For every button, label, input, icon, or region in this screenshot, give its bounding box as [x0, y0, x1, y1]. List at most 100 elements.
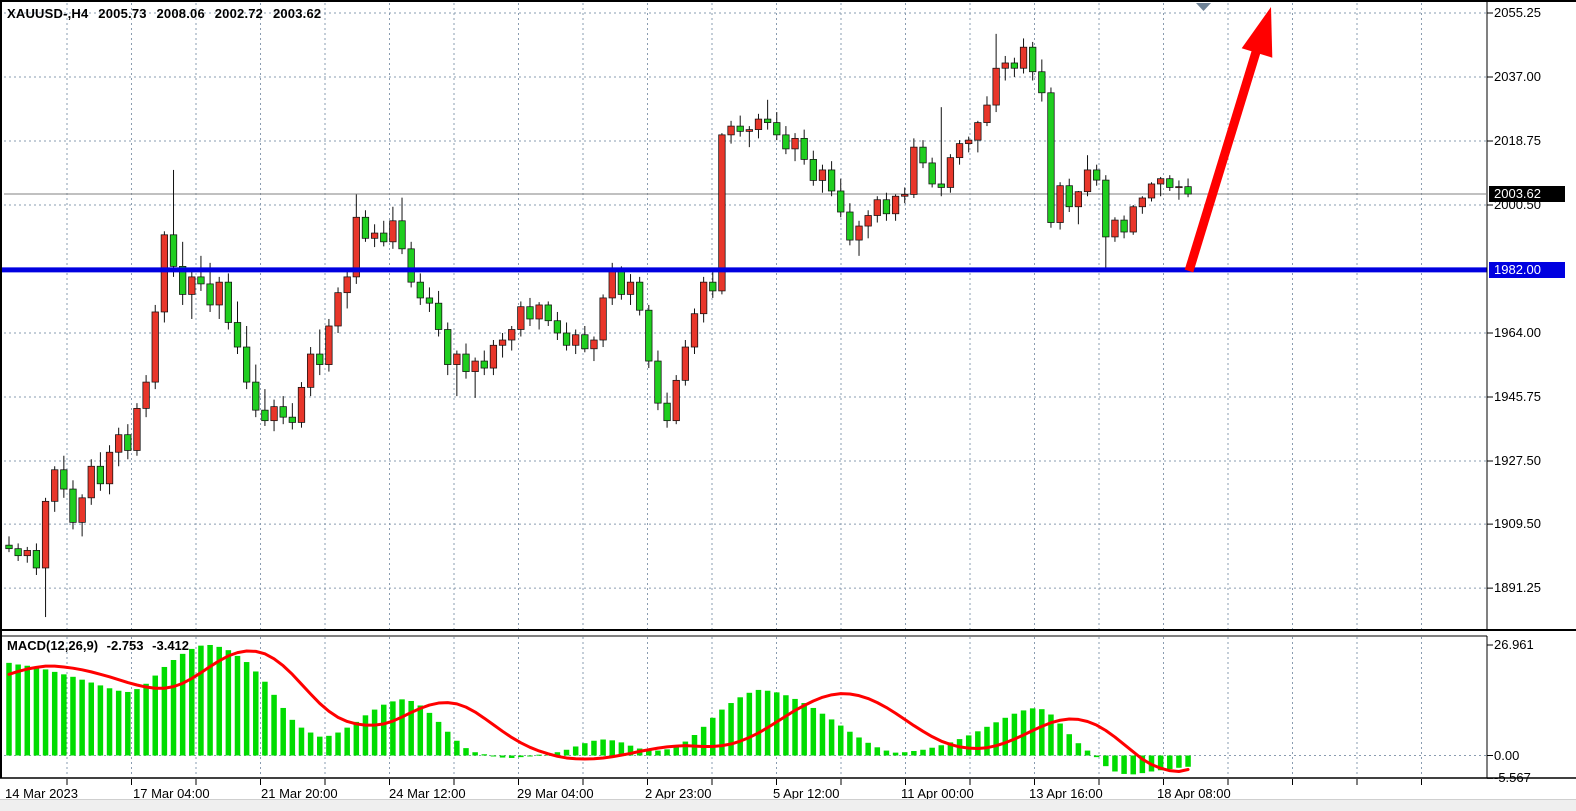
bear-candle — [1184, 186, 1192, 195]
macd-histogram-bar — [1075, 743, 1082, 756]
bull-candle — [608, 271, 616, 299]
bull-candle — [297, 386, 306, 423]
bear-candle — [1010, 62, 1019, 69]
macd-histogram-bar — [335, 732, 341, 756]
time-axis-label: 14 Mar 2023 — [5, 786, 78, 801]
trend-arrow-head[interactable] — [1241, 7, 1273, 58]
macd-histogram-bar — [792, 698, 798, 756]
bull-candle — [572, 334, 580, 346]
macd-histogram-bar — [1039, 709, 1045, 756]
bear-candle — [928, 162, 936, 185]
macd-histogram-bar — [271, 694, 277, 756]
bull-candle — [389, 220, 397, 243]
macd-histogram-bar — [508, 755, 515, 758]
macd-histogram-bar — [15, 664, 21, 756]
bear-candle — [224, 281, 232, 323]
bear-candle — [233, 322, 242, 348]
macd-histogram-bar — [280, 707, 286, 756]
macd-histogram-bar — [243, 662, 250, 756]
trend-arrow-shaft[interactable] — [1184, 50, 1261, 273]
macd-histogram-bar — [993, 722, 999, 756]
bull-candle — [1001, 62, 1009, 69]
macd-histogram-bar — [975, 731, 981, 756]
macd-histogram-bar — [262, 681, 268, 756]
bull-candle — [1083, 169, 1092, 193]
bull-candle — [983, 104, 991, 123]
time-axis-label: 2 Apr 23:00 — [645, 786, 712, 801]
bear-candle — [279, 406, 287, 418]
macd-histogram-bar — [207, 644, 213, 756]
macd-histogram-bar — [719, 709, 725, 756]
bull-candle — [791, 137, 799, 150]
macd-histogram-bar — [737, 697, 743, 756]
macd-histogram-bar — [618, 742, 625, 756]
bear-candle — [1120, 219, 1128, 233]
bear-candle — [782, 134, 790, 150]
time-axis-label: 24 Mar 12:00 — [389, 786, 466, 801]
bear-candle — [1102, 179, 1110, 238]
bear-candle — [827, 169, 836, 192]
bear-candle — [636, 281, 644, 311]
support-line-price-tag[interactable]: 1982.00 — [1489, 262, 1565, 278]
bear-candle — [179, 265, 187, 295]
bear-candle — [645, 309, 653, 362]
macd-histogram-bar — [79, 679, 85, 756]
bull-candle — [1138, 197, 1146, 208]
bull-candle — [818, 169, 827, 181]
macd-histogram-bar — [444, 731, 451, 756]
bear-candle — [434, 302, 443, 330]
bull-candle — [992, 67, 1000, 106]
bottom-scroll-strip[interactable] — [0, 799, 1576, 811]
bull-candle — [901, 194, 909, 197]
bull-candle — [599, 297, 607, 341]
chart-shift-marker-icon[interactable] — [1196, 3, 1211, 11]
macd-histogram-bar — [728, 703, 734, 756]
macd-histogram-bar — [984, 726, 990, 756]
macd-histogram-bar — [499, 755, 506, 758]
bear-candle — [837, 190, 845, 213]
macd-histogram-bar — [554, 752, 561, 756]
bull-candle — [891, 195, 900, 215]
bear-candle — [773, 122, 781, 136]
bear-candle — [252, 381, 260, 411]
macd-histogram-bar — [1167, 755, 1173, 770]
macd-histogram-bar — [883, 750, 890, 756]
close-value: 2003.62 — [272, 6, 322, 21]
macd-signal-line — [7, 649, 1190, 773]
bull-candle — [690, 313, 699, 348]
macd-histogram-bar — [198, 645, 204, 756]
macd-histogram-bar — [655, 750, 661, 756]
price-axis-label: 2018.75 — [1494, 133, 1541, 148]
macd-histogram-bar — [134, 689, 140, 756]
macd-histogram-bar — [481, 754, 488, 756]
bull-candle — [672, 379, 680, 422]
time-axis-label: 17 Mar 04:00 — [133, 786, 210, 801]
bear-candle — [736, 125, 744, 132]
bull-candle — [955, 143, 964, 159]
macd-histogram-bar — [179, 653, 186, 756]
macd-histogram-bar — [901, 752, 908, 756]
bull-candle — [151, 311, 159, 383]
macd-histogram-bar — [1130, 755, 1136, 775]
bear-candle — [60, 469, 68, 490]
macd-histogram-bar — [591, 740, 597, 756]
macd-histogram-bar — [1066, 734, 1072, 756]
macd-histogram-bar — [1121, 755, 1127, 774]
bull-candle — [946, 157, 955, 188]
price-axis-label: 2055.25 — [1494, 5, 1541, 20]
bear-candle — [197, 276, 205, 285]
macd-histogram-bar — [161, 666, 168, 756]
bear-candle — [261, 409, 269, 422]
bull-candle — [1157, 178, 1165, 185]
macd-histogram-bar — [51, 671, 58, 756]
bull-candle — [105, 451, 114, 485]
macd-histogram-bar — [774, 692, 780, 756]
price-axis-label: 1964.00 — [1494, 325, 1541, 340]
bear-candle — [1038, 71, 1046, 94]
bull-candle — [1175, 186, 1183, 189]
bear-candle — [444, 329, 452, 365]
macd-histogram-bar — [892, 752, 899, 756]
bear-candle — [480, 360, 488, 369]
bull-candle — [115, 434, 123, 453]
